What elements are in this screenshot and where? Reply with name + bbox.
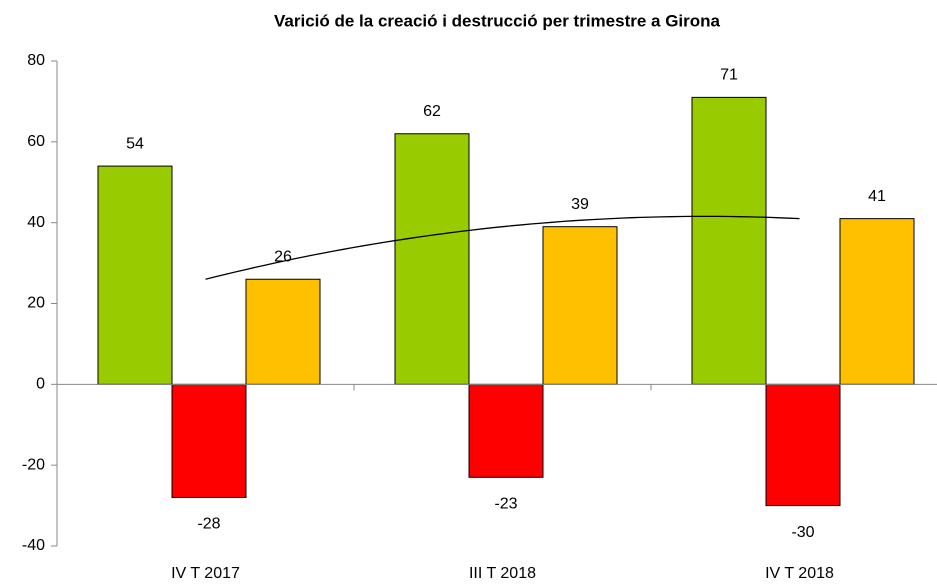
y-tick-label: 0 — [36, 376, 45, 393]
data-label: 26 — [274, 248, 292, 265]
data-label: 39 — [571, 196, 589, 213]
y-tick-label: -40 — [22, 537, 45, 554]
bar — [394, 133, 470, 385]
x-tick-label: IV T 2018 — [765, 565, 834, 582]
bar — [245, 278, 321, 385]
y-tick-label: 40 — [27, 214, 45, 231]
y-tick-label: 60 — [27, 133, 45, 150]
data-label: 41 — [868, 188, 886, 205]
bar — [468, 383, 544, 478]
y-tick-label: -20 — [22, 456, 45, 473]
data-label: -30 — [791, 524, 814, 541]
data-label: 62 — [423, 103, 441, 120]
x-tick-label: III T 2018 — [469, 565, 536, 582]
bar — [839, 218, 915, 385]
data-label: 71 — [720, 67, 738, 84]
data-label: -23 — [494, 496, 517, 513]
data-label: 54 — [126, 135, 144, 152]
bar — [97, 165, 173, 385]
bar — [542, 226, 618, 385]
chart-title: Varició de la creació i destrucció per t… — [274, 11, 721, 30]
bar — [691, 96, 767, 385]
data-label: -28 — [197, 516, 220, 533]
y-tick-label: 80 — [27, 52, 45, 69]
trendline — [205, 215, 800, 280]
x-tick-label: IV T 2017 — [171, 565, 240, 582]
bar — [765, 383, 841, 507]
y-tick-label: 20 — [27, 295, 45, 312]
bar — [171, 383, 247, 499]
